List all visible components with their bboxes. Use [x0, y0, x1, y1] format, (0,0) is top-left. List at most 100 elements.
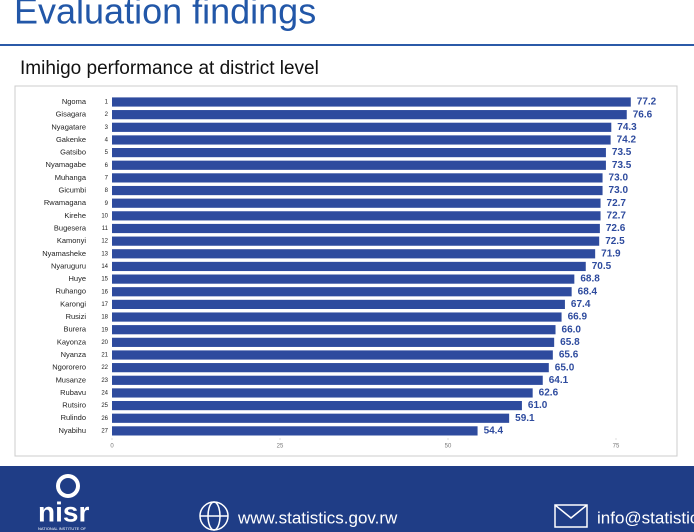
bar	[112, 413, 510, 423]
category-label: Kamonyi	[57, 236, 87, 245]
value-label: 73.5	[612, 160, 632, 171]
bar	[112, 122, 612, 132]
x-tick-label: 25	[277, 444, 284, 450]
rank-label: 20	[101, 340, 108, 346]
value-label: 64.1	[549, 375, 569, 386]
bar	[112, 388, 533, 398]
logo-globe-inner	[60, 478, 76, 494]
rank-label: 14	[101, 264, 108, 270]
category-label: Nyagatare	[51, 122, 86, 131]
value-label: 76.6	[633, 109, 653, 120]
value-label: 65.8	[560, 337, 580, 348]
category-label: Gisagara	[56, 110, 87, 119]
category-label: Gatsibo	[60, 148, 86, 157]
value-label: 72.6	[606, 223, 626, 234]
rank-label: 11	[102, 226, 109, 232]
value-label: 77.2	[637, 97, 657, 108]
category-label: Ngoma	[62, 97, 87, 106]
rank-label: 7	[105, 175, 109, 181]
value-label: 74.3	[617, 122, 637, 133]
x-tick-label: 50	[445, 444, 452, 450]
category-label: Gicumbi	[58, 186, 86, 195]
footer-band	[0, 466, 694, 532]
bar	[112, 249, 596, 259]
logo-text: nisr	[38, 496, 89, 527]
rank-label: 27	[101, 428, 108, 434]
value-label: 73.5	[612, 147, 632, 158]
bar	[112, 97, 631, 107]
rank-label: 24	[101, 391, 108, 397]
bar	[112, 312, 562, 322]
email: info@statistics.gov.rw	[597, 508, 694, 527]
category-label: Nyamagabe	[46, 160, 86, 169]
value-label: 66.0	[562, 324, 582, 335]
category-label: Gakenke	[56, 135, 86, 144]
rank-label: 13	[101, 251, 108, 257]
rank-label: 23	[101, 378, 108, 384]
value-label: 67.4	[571, 299, 591, 310]
category-label: Rubavu	[60, 388, 86, 397]
rank-label: 5	[105, 150, 109, 156]
website: www.statistics.gov.rw	[237, 508, 398, 527]
category-label: Muhanga	[55, 173, 87, 182]
value-label: 73.0	[609, 173, 629, 184]
rank-label: 1	[105, 100, 109, 106]
category-label: Karongi	[60, 299, 86, 308]
bar	[112, 198, 601, 208]
category-label: Rutsiro	[62, 401, 86, 410]
category-label: Nyamasheke	[42, 249, 86, 258]
value-label: 59.1	[515, 413, 535, 424]
rank-label: 4	[105, 138, 109, 144]
rank-label: 3	[105, 125, 109, 131]
x-tick-label: 0	[110, 444, 114, 450]
category-label: Kayonza	[57, 337, 87, 346]
category-label: Bugesera	[54, 223, 87, 232]
rank-label: 26	[101, 416, 108, 422]
value-label: 72.5	[605, 236, 625, 247]
value-label: 74.2	[617, 135, 637, 146]
category-label: Kirehe	[64, 211, 86, 220]
bar	[112, 401, 522, 411]
value-label: 54.4	[484, 426, 504, 437]
bar	[112, 236, 600, 246]
value-label: 66.9	[568, 312, 588, 323]
rank-label: 22	[101, 365, 108, 371]
rank-label: 2	[105, 112, 109, 118]
value-label: 72.7	[607, 198, 627, 209]
bar	[112, 287, 572, 297]
value-label: 70.5	[592, 261, 612, 272]
bar	[112, 160, 606, 170]
x-tick-label: 75	[613, 444, 620, 450]
rank-label: 10	[101, 213, 108, 219]
value-label: 68.8	[580, 274, 600, 285]
category-label: Nyanza	[61, 350, 87, 359]
web-icon	[199, 501, 229, 531]
rank-label: 8	[105, 188, 109, 194]
bar	[112, 337, 555, 347]
category-label: Rulindo	[61, 413, 86, 422]
bar	[112, 148, 606, 158]
bar	[112, 363, 549, 373]
value-label: 62.6	[539, 388, 559, 399]
value-label: 71.9	[601, 248, 621, 259]
value-label: 65.0	[555, 362, 575, 373]
bar	[112, 375, 543, 385]
value-label: 73.0	[609, 185, 629, 196]
category-label: Rwamagana	[44, 198, 87, 207]
category-label: Burera	[63, 325, 86, 334]
rank-label: 9	[105, 201, 109, 207]
rank-label: 17	[101, 302, 108, 308]
category-label: Ngororero	[52, 363, 86, 372]
logo-subtext: NATIONAL INSTITUTE OF	[38, 526, 87, 531]
bar	[112, 274, 575, 284]
bar	[112, 350, 553, 360]
bar	[112, 261, 586, 272]
bar	[112, 173, 603, 183]
rank-label: 18	[101, 315, 108, 321]
value-label: 68.4	[578, 286, 598, 297]
mail-icon	[554, 504, 588, 528]
slide-title: Evaluation findings	[14, 0, 316, 32]
